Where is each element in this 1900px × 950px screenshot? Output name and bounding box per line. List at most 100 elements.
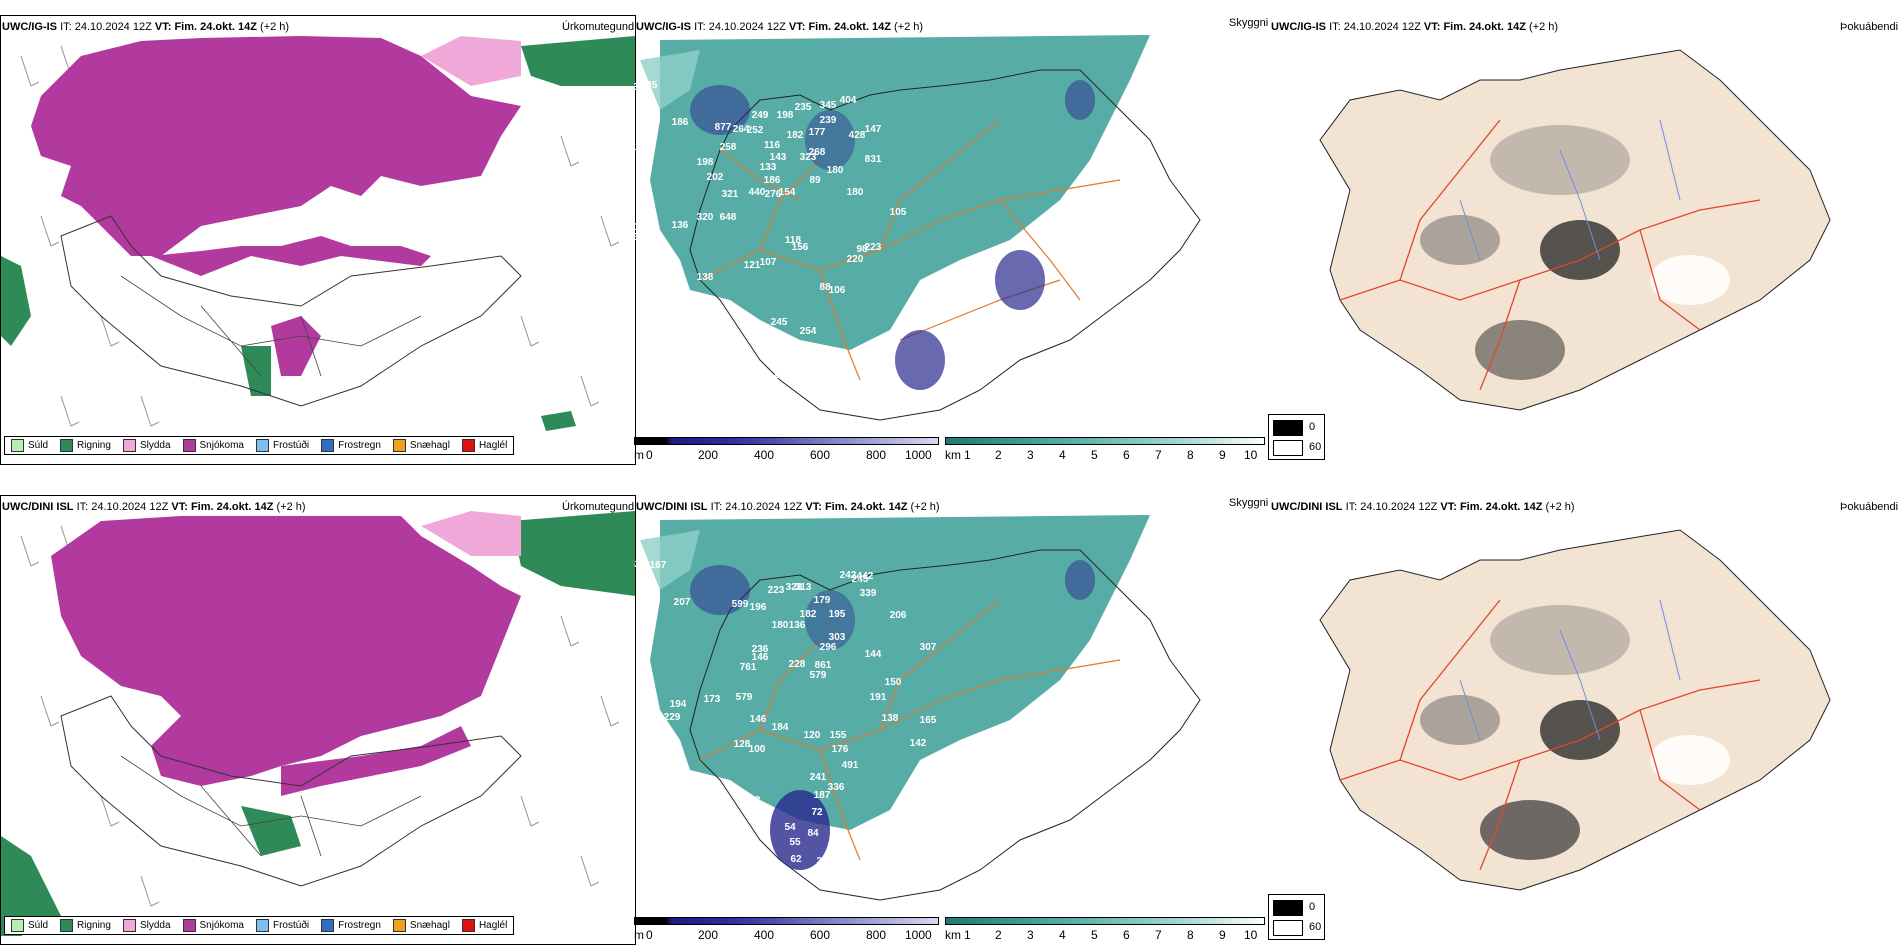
low-cloud-blob [895, 330, 945, 390]
vt-label: VT: [1440, 501, 1457, 513]
cloud-base-label: 142 [910, 738, 927, 749]
legend-swatch [255, 919, 269, 932]
cloud-base-label: 127 [634, 222, 651, 233]
legend-item: Frostúði [255, 439, 309, 452]
cloud-base-label: 136 [672, 220, 689, 231]
cloud-base-label: 195 [829, 609, 846, 620]
cloud-base-label: 180 [827, 165, 844, 176]
cloud-base-label: 106 [829, 285, 846, 296]
snow-area-top-3 [271, 316, 321, 376]
it-label: IT: [76, 501, 89, 513]
lead-time: (+2 h) [276, 501, 306, 513]
sky-panel-bottom: 4311621672782072075991962233233132422454… [634, 495, 1270, 915]
colorbar-tick: 3 [1027, 928, 1034, 942]
legend-swatch [182, 439, 196, 452]
legend-swatch [461, 439, 475, 452]
cloud-base-label: 173 [704, 694, 721, 705]
cloud-base-label: 440 [749, 187, 766, 198]
cloud-base-label: 107 [760, 257, 777, 268]
colorbar-tick: 600 [810, 928, 831, 942]
cloud-base-label: 186 [764, 175, 781, 186]
colorbar-tick: 9 [1219, 448, 1226, 462]
fog-legend-top: 0 60 [1268, 414, 1325, 460]
it-label: IT: [694, 21, 706, 33]
low-cloud-blob [1065, 560, 1095, 600]
iceland-coast-bottom [60, 695, 522, 887]
fog-swatch-dark [1273, 900, 1303, 916]
cloud-base-label: 339 [860, 588, 877, 599]
vt-label: VT: [805, 501, 822, 513]
cloud-base-label: 207 [674, 597, 691, 608]
cloud-base-labels-bottom: 4311621672782072075991962233233132422454… [634, 559, 937, 867]
vt-value: Fim. 24.okt. 14Z [824, 501, 908, 513]
legend-item: Slydda [122, 439, 171, 452]
colorbar-unit: m [634, 928, 644, 942]
cloud-base-label: 179 [814, 595, 831, 606]
cloud-base-label: 242 [840, 570, 857, 581]
colorbar-tick: 6 [1123, 448, 1130, 462]
vt-value: Fim. 24.okt. 14Z [808, 21, 891, 33]
cloud-base-label: 307 [920, 642, 937, 653]
lead-time: (+2 h) [894, 21, 924, 33]
cloud-base-label: 146 [752, 652, 769, 663]
cloud-base-label: 156 [792, 242, 809, 253]
cloud-base-label: 120 [804, 730, 821, 741]
colorbar-unit: km [945, 448, 961, 462]
cloud-base-label: 195 [637, 237, 654, 248]
cloud-base-label: 345 [820, 100, 837, 111]
fog-swatch-dark [1273, 420, 1303, 436]
colorbar-tick: 200 [698, 448, 719, 462]
fog-dark-area [1480, 800, 1580, 860]
fog-light-area [1650, 735, 1730, 785]
header-fog-top: UWC/IG-IS IT: 24.10.2024 12Z VT: Fim. 24… [1271, 21, 1558, 33]
cloud-base-label: 276 [765, 189, 782, 200]
cloud-base-label: 231 [660, 264, 677, 275]
visibility-colorbar-bottom: km 1 2 3 4 5 6 7 8 9 10 [945, 917, 1265, 943]
legend-swatch [11, 919, 24, 932]
legend-swatch [255, 439, 269, 452]
fog-dark-area [1490, 125, 1630, 195]
cloud-base-label: 61 [774, 370, 786, 381]
legend-label: Haglél [478, 920, 508, 931]
colorbar-tick: 0 [646, 448, 653, 462]
legend-label: Haglél [478, 440, 508, 451]
rain-area-top [521, 36, 635, 86]
colorbar-tick: 2 [995, 928, 1002, 942]
legend-swatch [321, 919, 335, 932]
legend-swatch [122, 919, 136, 932]
precip-title-top: Úrkomutegund [562, 21, 635, 33]
legend-item: Súld [11, 439, 48, 452]
cloud-base-label: 154 [779, 187, 796, 198]
model-name: UWC/DINI ISL [1271, 501, 1343, 513]
cloud-base-label: 235 [795, 102, 812, 113]
colorbar-tick: 4 [1059, 928, 1066, 942]
it-value: 24.10.2024 12Z [1343, 21, 1421, 33]
sky-panel-top: 1831454203121821863153418772642491982353… [634, 15, 1270, 435]
cloud-base-label: 241 [810, 772, 827, 783]
cloud-base-label: 230 [685, 297, 702, 308]
cloud-base-label: 239 [820, 115, 837, 126]
cloud-base-label: 145 [657, 275, 674, 286]
roads-sky-bottom [699, 599, 1121, 861]
cloud-base-label: 196 [750, 602, 767, 613]
fog-level-label: 60 [1309, 921, 1322, 933]
legend-swatch [60, 439, 74, 452]
cloud-base-label: 313 [795, 582, 812, 593]
iceland-outline-bottom [689, 549, 1201, 901]
vt-label: VT: [154, 21, 172, 33]
colorbar-strip [945, 437, 1265, 445]
colorbar-tick: 800 [866, 928, 887, 942]
wind-barbs [20, 45, 620, 427]
fog-rivers-top [1459, 119, 1681, 261]
cloud-base-label: 183 [634, 82, 639, 93]
it-value: 24.10.2024 12Z [725, 501, 803, 513]
it-value: 24.10.2024 12Z [91, 501, 169, 513]
legend-swatch [392, 919, 406, 932]
visibility-colorbar-top: km 1 2 3 4 5 6 7 8 9 10 [945, 437, 1265, 463]
low-cloud-blob [690, 565, 750, 615]
legend-swatch [321, 439, 335, 452]
legend-item: Frostregn [321, 439, 381, 452]
cloud-base-label: 182 [800, 609, 817, 620]
cloud-base-label: 145 [641, 80, 658, 91]
cloud-base-label: 323 [800, 152, 817, 163]
